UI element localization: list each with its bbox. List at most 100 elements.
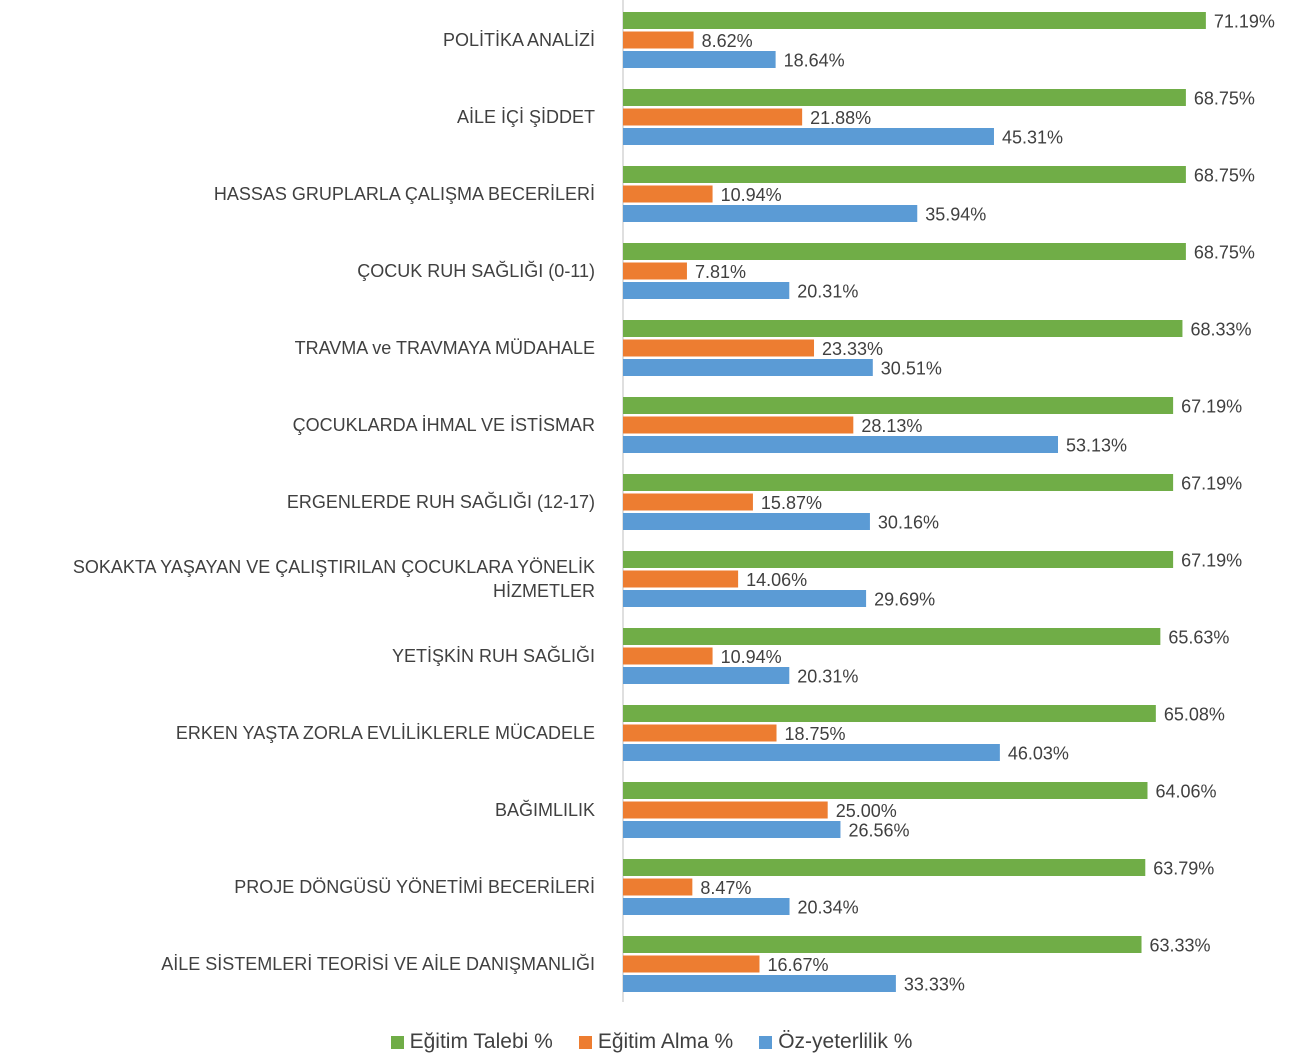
bar — [623, 320, 1183, 337]
value-label: 16.67% — [767, 955, 828, 975]
value-label: 68.75% — [1194, 88, 1255, 108]
bar — [623, 416, 854, 434]
value-label: 53.13% — [1066, 435, 1127, 455]
value-label: 68.75% — [1194, 242, 1255, 262]
bar — [623, 185, 713, 203]
category-label: ÇOCUKLARDA İHMAL VE İSTİSMAR — [292, 415, 595, 435]
category-label: PROJE DÖNGÜSÜ YÖNETİMİ BECERİLERİ — [234, 877, 595, 897]
bar — [623, 590, 867, 607]
category-label: POLİTİKA ANALİZİ — [442, 30, 595, 50]
legend-label: Eğitim Talebi % — [409, 1030, 553, 1053]
value-label: 46.03% — [1008, 743, 1069, 763]
bar — [623, 31, 694, 49]
value-label: 25.00% — [836, 801, 897, 821]
bar — [623, 205, 918, 222]
category-label: HASSAS GRUPLARLA ÇALIŞMA BECERİLERİ — [213, 184, 595, 204]
bar — [623, 166, 1186, 183]
bar — [623, 821, 841, 838]
bar — [623, 243, 1186, 260]
legend-swatch — [759, 1035, 773, 1049]
legend-label: Eğitim Alma % — [597, 1030, 734, 1053]
value-label: 64.06% — [1155, 781, 1216, 801]
bar — [623, 647, 713, 665]
bar — [623, 705, 1156, 722]
legend-swatch — [390, 1035, 404, 1049]
value-label: 28.13% — [861, 416, 922, 436]
value-label: 15.87% — [761, 493, 822, 513]
value-label: 65.63% — [1168, 627, 1229, 647]
value-label: 67.19% — [1181, 396, 1242, 416]
bar — [623, 51, 776, 68]
bar — [623, 262, 687, 280]
category-label: YETİŞKİN RUH SAĞLIĞI — [391, 646, 595, 666]
category-label: AİLE İÇİ ŞİDDET — [456, 107, 595, 127]
bar — [623, 628, 1161, 645]
value-label: 30.51% — [881, 358, 942, 378]
value-label: 26.56% — [848, 820, 909, 840]
bar — [623, 282, 790, 299]
legend-swatch — [578, 1035, 592, 1049]
value-label: 20.34% — [798, 897, 859, 917]
legend: Eğitim Talebi % Eğitim Alma % Öz-yeterlili… — [0, 1030, 1303, 1054]
category-label: AİLE SİSTEMLERİ TEORİSİ VE AİLE DANIŞMAN… — [161, 954, 595, 974]
legend-item: Eğitim Talebi % — [390, 1030, 553, 1054]
bar — [623, 436, 1059, 453]
value-label: 68.33% — [1190, 319, 1251, 339]
bar — [623, 570, 739, 588]
bar — [623, 782, 1148, 799]
value-label: 30.16% — [878, 512, 939, 532]
value-label: 63.33% — [1150, 935, 1211, 955]
value-label: 18.75% — [785, 724, 846, 744]
value-label: 65.08% — [1164, 704, 1225, 724]
value-label: 23.33% — [822, 339, 883, 359]
bar — [623, 801, 828, 819]
value-label: 67.19% — [1181, 550, 1242, 570]
value-label: 10.94% — [721, 647, 782, 667]
legend-item: Eğitim Alma % — [578, 1030, 734, 1054]
bar — [623, 89, 1186, 106]
value-label: 8.62% — [702, 31, 753, 51]
bar — [623, 955, 760, 973]
category-label: TRAVMA ve TRAVMAYA MÜDAHALE — [294, 338, 595, 358]
value-label: 29.69% — [874, 589, 935, 609]
bar — [623, 128, 994, 145]
bar — [623, 551, 1174, 568]
legend-item: Öz-yeterlilik % — [759, 1030, 912, 1054]
bar — [623, 667, 790, 684]
bar — [623, 878, 693, 896]
value-label: 20.31% — [797, 666, 858, 686]
bar — [623, 493, 753, 511]
value-label: 67.19% — [1181, 473, 1242, 493]
value-label: 68.75% — [1194, 165, 1255, 185]
value-label: 14.06% — [746, 570, 807, 590]
legend-label: Öz-yeterlilik % — [778, 1030, 913, 1053]
bar — [623, 108, 803, 126]
value-label: 7.81% — [695, 262, 746, 282]
bar — [623, 744, 1000, 761]
category-label: ÇOCUK RUH SAĞLIĞI (0-11) — [357, 261, 595, 281]
value-label: 45.31% — [1002, 127, 1063, 147]
value-label: 8.47% — [700, 878, 751, 898]
category-label: SOKAKTA YAŞAYAN VE ÇALIŞTIRILAN ÇOCUKLAR… — [72, 557, 595, 601]
bar — [623, 898, 790, 915]
bar — [623, 724, 777, 742]
bar — [623, 936, 1142, 953]
bar — [623, 359, 873, 376]
value-label: 21.88% — [810, 108, 871, 128]
bar — [623, 339, 815, 357]
value-label: 71.19% — [1214, 11, 1275, 31]
value-label: 63.79% — [1153, 858, 1214, 878]
bar — [623, 12, 1206, 29]
value-label: 35.94% — [925, 204, 986, 224]
category-label: ERKEN YAŞTA ZORLA EVLİLİKLERLE MÜCADELE — [175, 723, 595, 743]
bar — [623, 397, 1174, 414]
bar — [623, 474, 1174, 491]
value-label: 33.33% — [904, 974, 965, 994]
value-label: 20.31% — [797, 281, 858, 301]
value-label: 18.64% — [784, 50, 845, 70]
category-label: BAĞIMLILIK — [494, 800, 595, 820]
bar — [623, 975, 896, 992]
category-label: ERGENLERDE RUH SAĞLIĞI (12-17) — [286, 492, 595, 512]
